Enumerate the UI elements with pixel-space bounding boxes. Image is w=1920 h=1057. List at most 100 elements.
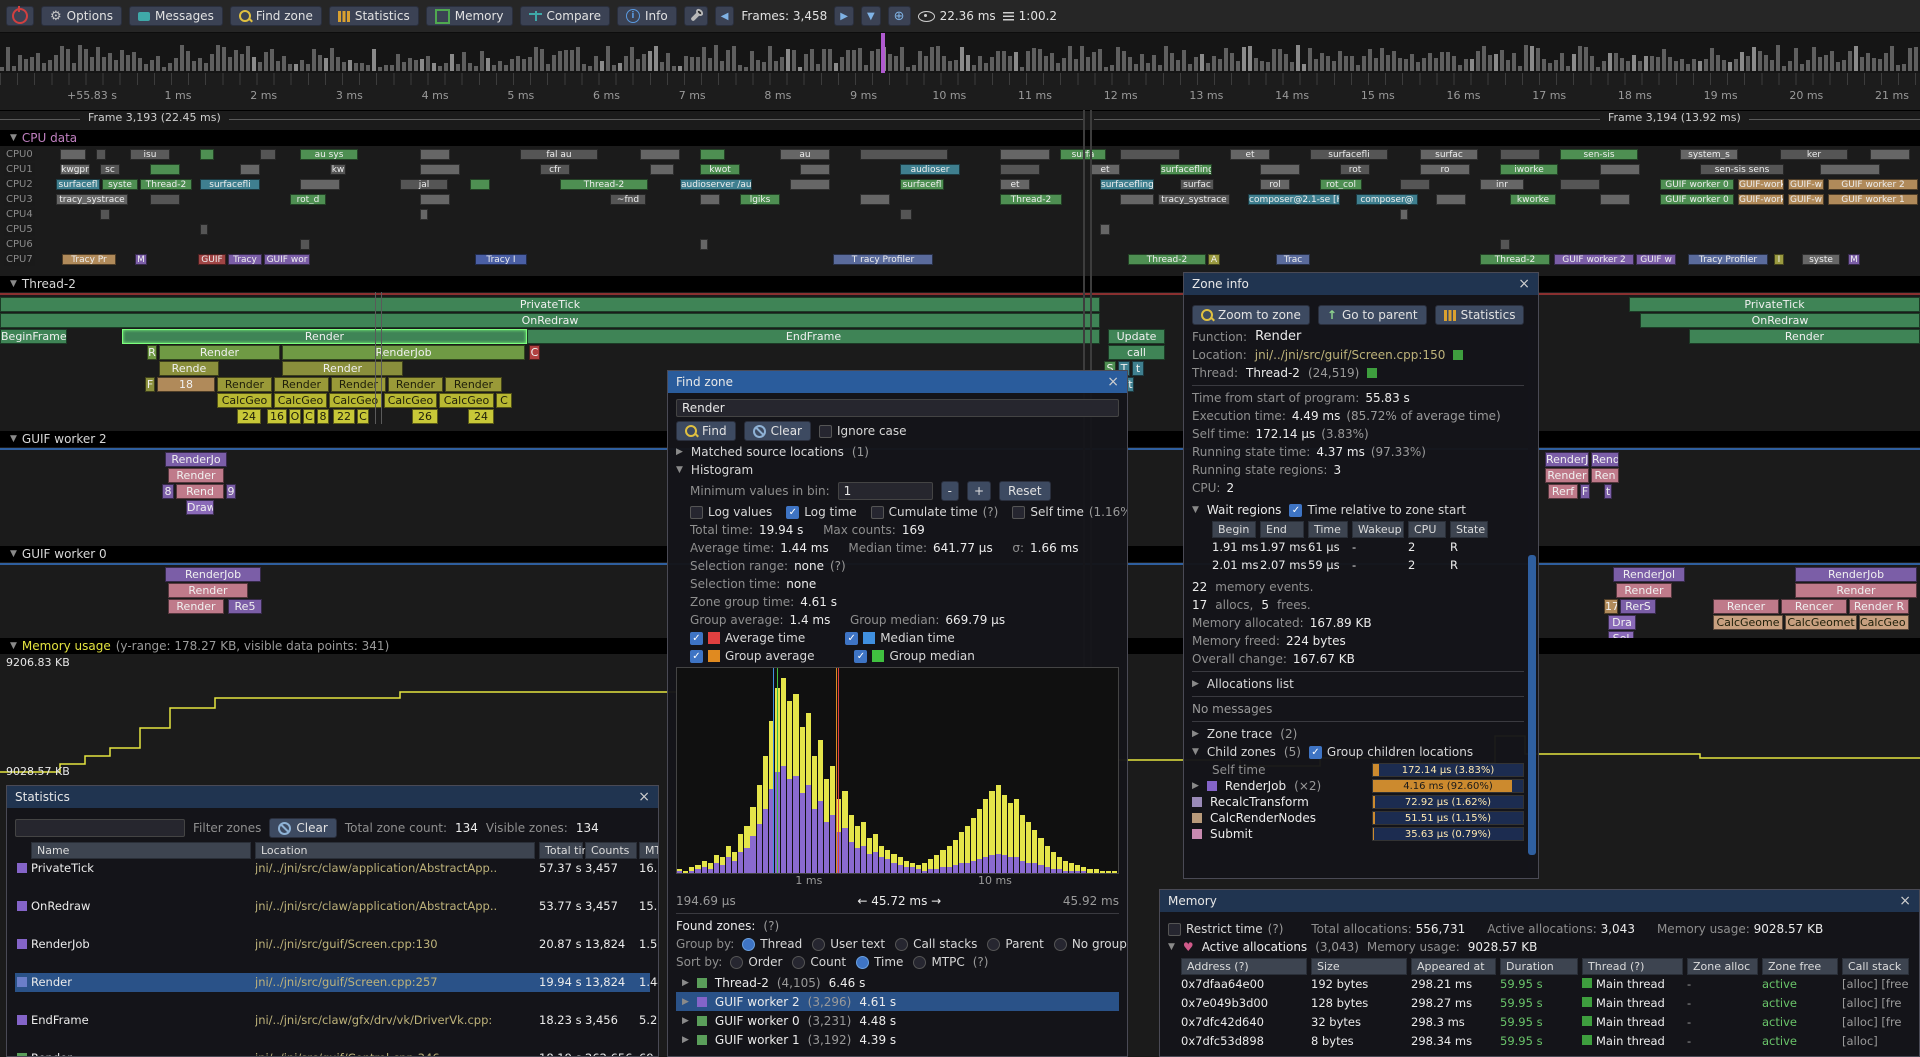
cpu-zone[interactable]: au sys: [300, 149, 358, 160]
allocations-list-header[interactable]: ▶ Allocations list: [1192, 677, 1294, 691]
messages-button[interactable]: Messages: [128, 6, 223, 26]
zone[interactable]: Ren: [1591, 468, 1619, 483]
column-header-name[interactable]: Name: [31, 842, 251, 859]
zone[interactable]: Render: [1795, 583, 1917, 598]
cpu-zone[interactable]: kwot: [700, 164, 740, 175]
cpu-zone[interactable]: [1600, 194, 1630, 205]
cpu-zone[interactable]: rol: [1260, 179, 1290, 190]
filter-zones-input[interactable]: [15, 819, 185, 837]
memory-titlebar[interactable]: Memory ×: [1160, 890, 1919, 912]
increment-button[interactable]: +: [966, 481, 992, 501]
zone[interactable]: call: [1108, 345, 1165, 360]
zone[interactable]: Dra: [1608, 615, 1636, 630]
cpu-zone[interactable]: [300, 179, 340, 190]
cpu-zone[interactable]: GUIF-w: [1788, 194, 1824, 205]
cpu-zone[interactable]: Thread-2: [140, 179, 192, 190]
parent-radio[interactable]: Parent: [987, 937, 1044, 951]
zone[interactable]: RerS: [1620, 599, 1656, 614]
zone[interactable]: F: [1580, 484, 1590, 499]
cpu-zone[interactable]: Trac: [1276, 254, 1310, 265]
cpu-zone[interactable]: Thread-2: [560, 179, 648, 190]
cpu-zone[interactable]: surfacefling: [1100, 179, 1154, 190]
zone[interactable]: CalcGeomet: [1785, 615, 1857, 630]
zone[interactable]: CalcGeo: [329, 393, 382, 408]
close-icon[interactable]: ×: [1518, 276, 1530, 292]
table-row[interactable]: 0x7dfaa64e00 192 bytes 298.21 ms 59.95 s Mai…: [1168, 975, 1911, 994]
close-icon[interactable]: ×: [1899, 893, 1911, 909]
cpu-zone[interactable]: [900, 209, 912, 220]
power-button[interactable]: [6, 6, 34, 26]
table-row[interactable]: 1.91 ms 1.97 ms 61 µs - 2 R: [1192, 538, 1524, 556]
cpu-zone[interactable]: Tracy Pr: [62, 254, 116, 265]
address[interactable]: 0x7dfc42d640: [1181, 1015, 1264, 1029]
cpu-zone[interactable]: GUIF wor: [264, 254, 310, 265]
next-frame-button[interactable]: ▶: [834, 6, 854, 26]
zone[interactable]: OnRedraw: [1640, 313, 1920, 328]
table-row[interactable]: 0x7dfc42d640 32 bytes 298.3 ms 59.95 s Main …: [1168, 1013, 1911, 1032]
cpu-zone[interactable]: [1500, 239, 1510, 250]
cpu-zone[interactable]: sen-sis sens: [1700, 164, 1784, 175]
appeared-at[interactable]: 298.27 ms: [1411, 996, 1473, 1010]
column-header-appeared-at[interactable]: Appeared at: [1411, 958, 1496, 975]
group-median-checkbox[interactable]: ✓ Group median: [854, 649, 975, 663]
histogram-section-header[interactable]: ▼ Histogram: [676, 463, 754, 477]
table-row[interactable]: 2.01 ms 2.07 ms 59 µs - 2 R: [1192, 556, 1524, 574]
cpu-zone[interactable]: surfacefl: [56, 179, 100, 190]
found-zone-group[interactable]: ▶ GUIF worker 2 (3,296) 4.61 s: [676, 992, 1119, 1011]
column-header-mtpc[interactable]: MTPC: [639, 842, 658, 859]
cpu-zone[interactable]: Thread-2: [1128, 254, 1206, 265]
column-header-call-stack[interactable]: Call stack: [1842, 958, 1909, 975]
cpu-zone[interactable]: kworke: [1510, 194, 1556, 205]
appeared-at[interactable]: 298.34 ms: [1411, 1034, 1473, 1048]
cpu-zone[interactable]: [1500, 149, 1540, 160]
cpu-zone[interactable]: [1100, 224, 1110, 235]
column-header-size[interactable]: Size: [1311, 958, 1407, 975]
zone[interactable]: Render: [331, 377, 386, 392]
cpu-zone[interactable]: iworke: [1500, 164, 1558, 175]
go-to-parent-button[interactable]: ↑ Go to parent: [1317, 305, 1427, 325]
zone[interactable]: t: [1604, 484, 1612, 499]
cpu-zone[interactable]: kwgpr: [60, 164, 90, 175]
reset-button[interactable]: Reset: [999, 481, 1051, 501]
cpu-zone[interactable]: syste: [102, 179, 138, 190]
cpu-zone[interactable]: [150, 194, 180, 205]
column-header-thread[interactable]: Thread (?): [1582, 958, 1683, 975]
cpu-zone[interactable]: ~fnd: [610, 194, 646, 205]
cpu-zone[interactable]: surfacefl: [900, 179, 944, 190]
zone-info-titlebar[interactable]: Zone info ×: [1184, 273, 1538, 295]
cpu-zone[interactable]: [700, 149, 725, 160]
zone[interactable]: Rende: [159, 361, 219, 376]
cpu-zone[interactable]: [1870, 149, 1910, 160]
column-header-address[interactable]: Address (?): [1181, 958, 1307, 975]
cpu-zone[interactable]: I: [1774, 254, 1784, 265]
cpu-zone[interactable]: rot_col: [1320, 179, 1362, 190]
cpu-zone[interactable]: [300, 239, 310, 250]
cpu-zone[interactable]: [1436, 194, 1466, 205]
thread-header-thread-2[interactable]: ▼ Thread-2: [0, 276, 1920, 292]
cpu-zone[interactable]: surfac: [1180, 179, 1214, 190]
child-zones-header[interactable]: ▼ Child zones (5) ✓ Group children locatio…: [1192, 745, 1474, 759]
memory-button[interactable]: Memory: [425, 6, 513, 26]
scrollbar-thumb[interactable]: [1528, 555, 1536, 855]
call-stack-links[interactable]: [alloc] [free: [1842, 977, 1909, 991]
relative-time-checkbox[interactable]: ✓ Time relative to zone start: [1289, 503, 1466, 517]
cpu-zone[interactable]: M: [135, 254, 147, 265]
table-row[interactable]: PrivateTick jni/../jni/src/claw/applicati…: [15, 859, 658, 878]
zone[interactable]: Rend: [1591, 452, 1619, 467]
cpu-zone[interactable]: isu: [130, 149, 170, 160]
help-icon[interactable]: (?): [972, 955, 989, 969]
zone[interactable]: 8: [317, 409, 329, 424]
zone[interactable]: Re5: [228, 599, 262, 614]
zone[interactable]: CalcGeo: [274, 393, 327, 408]
zone[interactable]: CalcGeo: [439, 393, 494, 408]
zone[interactable]: RenderJ: [1545, 452, 1589, 467]
user-text-radio[interactable]: User text: [812, 937, 885, 951]
zone[interactable]: 22: [333, 409, 355, 424]
child-zone-row[interactable]: Self time 172.14 µs (3.83%): [1192, 763, 1524, 777]
order-radio[interactable]: Order: [730, 955, 782, 969]
cpu-zone[interactable]: surfacefling: [1160, 164, 1212, 175]
cpu-zone[interactable]: [470, 179, 490, 190]
cpu-zone[interactable]: [860, 149, 948, 160]
clear-button[interactable]: Clear: [743, 421, 811, 441]
zone[interactable]: Render: [168, 468, 224, 483]
